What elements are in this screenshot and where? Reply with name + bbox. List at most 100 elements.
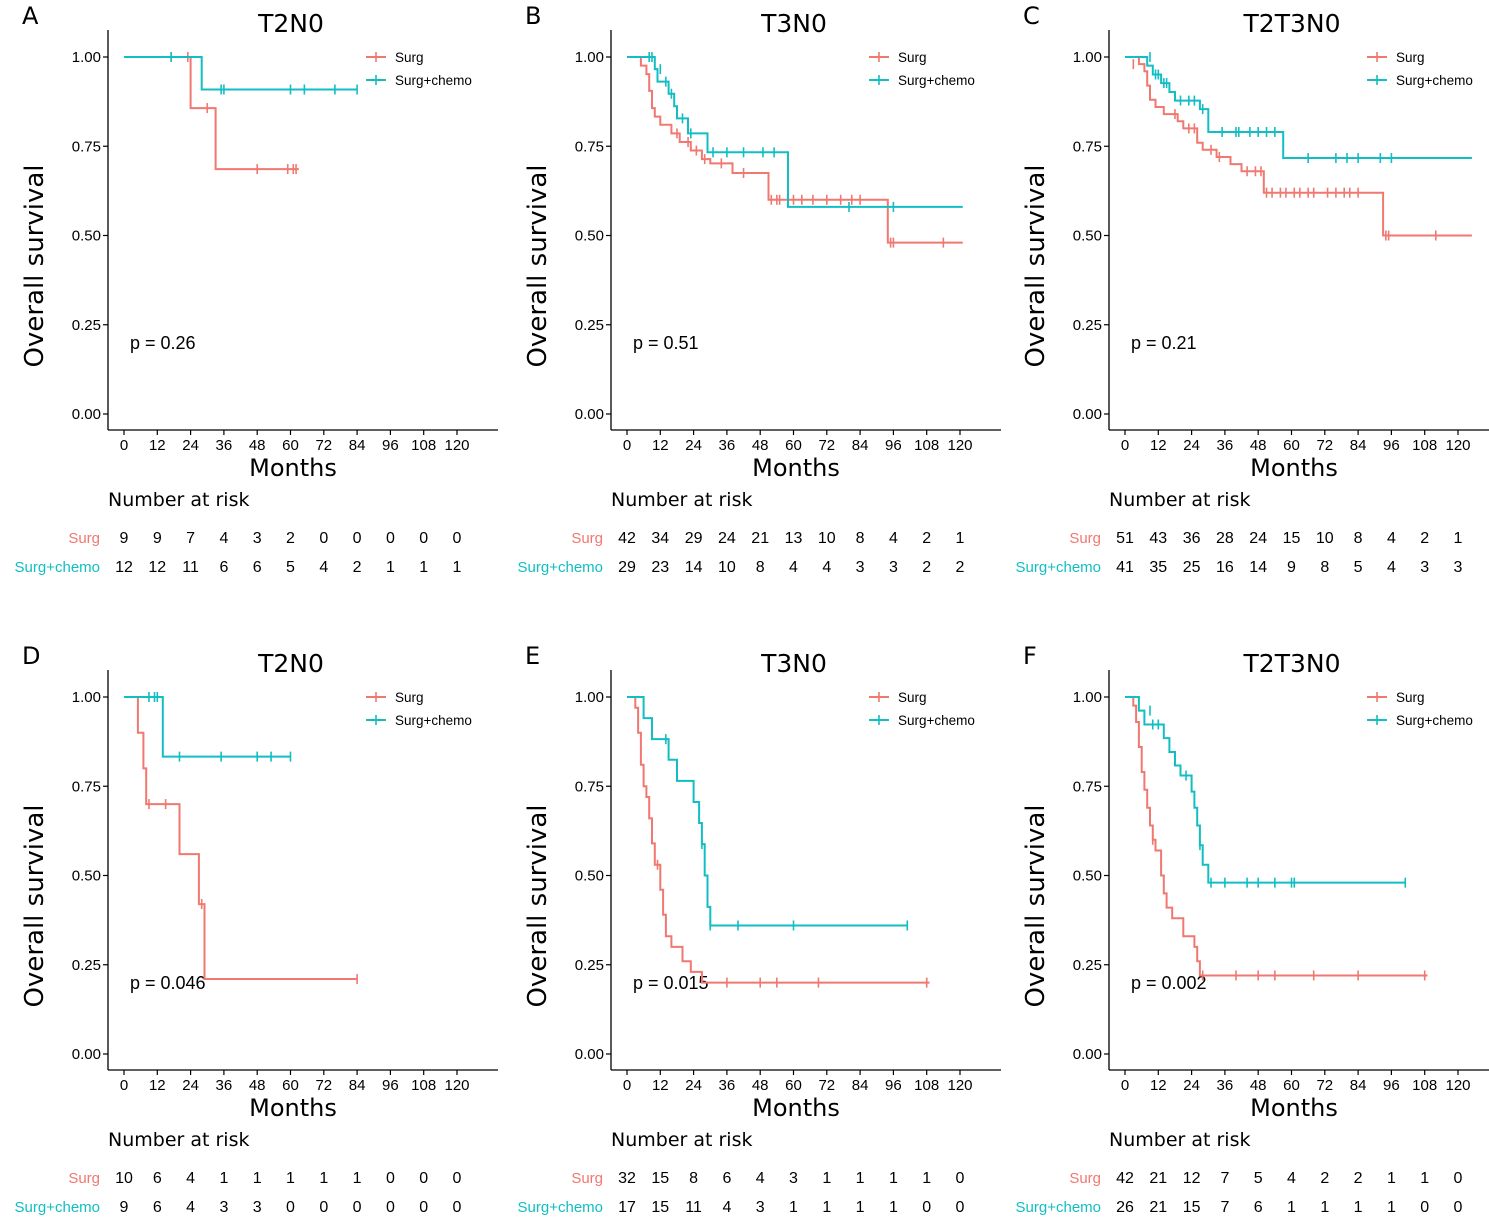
risk-count: 0 [419, 530, 428, 547]
risk-count: 15 [1283, 530, 1301, 547]
risk-count: 2 [1320, 1170, 1329, 1187]
risk-count: 6 [722, 1170, 731, 1187]
risk-count: 0 [419, 1170, 428, 1187]
risk-count: 1 [319, 1170, 328, 1187]
risk-count: 0 [956, 1199, 965, 1216]
x-tick-label: 108 [1412, 1077, 1437, 1094]
legend-label: Surg+chemo [898, 73, 975, 88]
x-tick-label: 48 [1250, 1077, 1267, 1094]
risk-count: 0 [319, 1199, 328, 1216]
x-tick-label: 96 [382, 437, 399, 454]
x-tick-label: 108 [914, 1077, 939, 1094]
x-tick-label: 24 [1183, 1077, 1200, 1094]
legend-label: Surg+chemo [1396, 713, 1473, 728]
x-tick-label: 60 [785, 437, 802, 454]
y-tick-label: 0.50 [575, 228, 604, 245]
risk-count: 0 [1454, 1170, 1463, 1187]
risk-count: 1 [822, 1170, 831, 1187]
risk-count: 6 [153, 1199, 162, 1216]
legend-label: Surg [1396, 690, 1425, 705]
risk-count: 1 [386, 559, 395, 576]
risk-count: 0 [319, 530, 328, 547]
risk-table-title: Number at risk [108, 1129, 250, 1151]
risk-count: 25 [1183, 559, 1201, 576]
risk-count: 0 [1454, 1199, 1463, 1216]
p-value: p = 0.002 [1131, 973, 1207, 993]
survival-curve-surg [124, 56, 299, 171]
y-tick-label: 0.25 [72, 957, 101, 974]
risk-row-label: Surg [1069, 1170, 1101, 1187]
y-tick-label: 0.00 [575, 1046, 604, 1063]
x-tick-label: 0 [623, 1077, 631, 1094]
risk-count: 1 [889, 1170, 898, 1187]
risk-count: 29 [685, 530, 703, 547]
risk-count: 7 [1220, 1170, 1229, 1187]
risk-row-label: Surg [571, 530, 603, 547]
risk-count: 7 [186, 530, 195, 547]
x-tick-label: 24 [182, 1077, 199, 1094]
risk-count: 14 [1249, 559, 1267, 576]
x-tick-label: 24 [685, 437, 702, 454]
risk-count: 4 [186, 1199, 195, 1216]
risk-count: 1 [889, 1199, 898, 1216]
chart-title: T2N0 [257, 9, 324, 38]
x-tick-label: 96 [885, 1077, 902, 1094]
y-tick-label: 0.00 [1073, 1046, 1102, 1063]
risk-count: 0 [286, 1199, 295, 1216]
risk-count: 1 [1354, 1199, 1363, 1216]
risk-count: 12 [1183, 1170, 1201, 1187]
risk-count: 1 [1387, 1170, 1396, 1187]
y-axis-title: Overall survival [1021, 804, 1051, 1007]
y-tick-label: 0.50 [72, 868, 101, 885]
risk-count: 1 [1320, 1199, 1329, 1216]
x-tick-label: 120 [947, 1077, 972, 1094]
survival-curve-surg [1125, 56, 1472, 237]
x-tick-label: 36 [216, 437, 233, 454]
y-axis-title: Overall survival [1021, 164, 1051, 367]
legend-label: Surg+chemo [395, 713, 472, 728]
survival-curve-surg-chemo [627, 56, 963, 208]
risk-count: 8 [689, 1170, 698, 1187]
risk-count: 0 [353, 530, 362, 547]
p-value: p = 0.26 [130, 333, 196, 353]
risk-table-title: Number at risk [1109, 1129, 1251, 1151]
survival-curve-surg [1125, 696, 1428, 977]
risk-count: 1 [1420, 1170, 1429, 1187]
survival-curve-surg [627, 56, 963, 244]
x-tick-label: 84 [852, 437, 869, 454]
x-tick-label: 36 [1217, 437, 1234, 454]
p-value: p = 0.015 [633, 973, 709, 993]
survival-curve-surg-chemo [627, 696, 908, 927]
risk-count: 15 [651, 1199, 669, 1216]
x-tick-label: 60 [1283, 437, 1300, 454]
risk-row-label: Surg [1069, 530, 1101, 547]
risk-count: 4 [1387, 559, 1396, 576]
x-tick-label: 24 [685, 1077, 702, 1094]
x-tick-label: 60 [785, 1077, 802, 1094]
risk-count: 6 [153, 1170, 162, 1187]
risk-count: 14 [685, 559, 703, 576]
x-axis-title: Months [1250, 1094, 1338, 1122]
risk-count: 1 [219, 1170, 228, 1187]
x-tick-label: 48 [249, 437, 266, 454]
risk-count: 1 [453, 559, 462, 576]
risk-count: 4 [1387, 530, 1396, 547]
risk-count: 0 [956, 1170, 965, 1187]
x-tick-label: 96 [885, 437, 902, 454]
risk-count: 1 [856, 1199, 865, 1216]
risk-count: 2 [286, 530, 295, 547]
risk-count: 1 [922, 1170, 931, 1187]
risk-table-title: Number at risk [611, 489, 753, 511]
y-tick-label: 0.50 [1073, 868, 1102, 885]
x-tick-label: 36 [719, 437, 736, 454]
x-tick-label: 120 [444, 1077, 469, 1094]
x-tick-label: 12 [1150, 437, 1167, 454]
risk-row-label: Surg+chemo [15, 1199, 100, 1216]
x-tick-label: 36 [1217, 1077, 1234, 1094]
risk-count: 51 [1116, 530, 1134, 547]
x-tick-label: 48 [249, 1077, 266, 1094]
panel-letter: E [525, 642, 540, 670]
risk-row-label: Surg [68, 530, 100, 547]
